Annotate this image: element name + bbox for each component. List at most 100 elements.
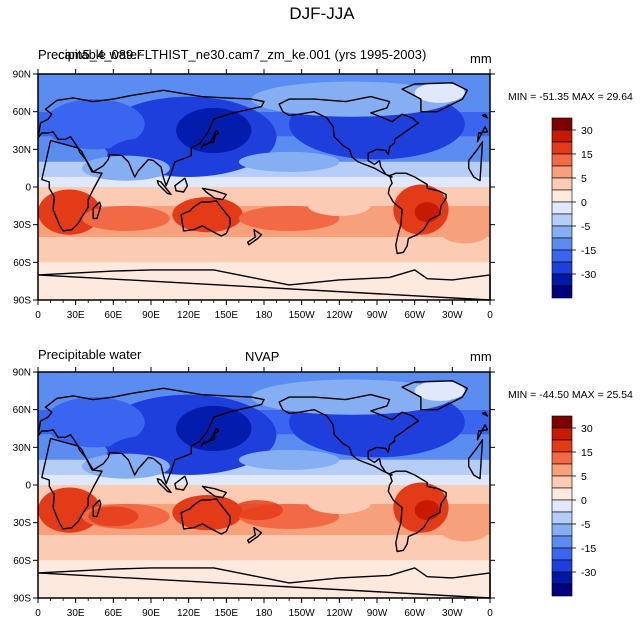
colorbar-label: 30	[581, 423, 593, 435]
lat-tick-label: 0	[25, 481, 31, 492]
colorbar-label: 15	[581, 447, 593, 459]
coastline-madagascar	[92, 201, 102, 220]
coastline-japan	[200, 129, 220, 149]
colorbar-swatch	[551, 463, 573, 477]
lat-tick-label: 30N	[13, 443, 31, 454]
colorbar-swatch	[551, 153, 573, 167]
lat-tick-label: 30S	[13, 220, 31, 231]
lon-tick-label: 90E	[142, 310, 160, 321]
midlat-south-band	[38, 535, 490, 561]
pacific-north-negative	[238, 151, 340, 172]
colorbar-label: -30	[581, 269, 596, 281]
panel1-units-label: mm	[470, 51, 492, 66]
lon-tick-label: 150W	[289, 310, 316, 321]
lat-tick-label: 90S	[13, 296, 31, 307]
coastline-newguinea	[201, 187, 227, 201]
coastline-eurasia	[476, 126, 489, 143]
lat-tick-label: 60N	[13, 107, 31, 118]
lon-tick-label: 150E	[215, 310, 239, 321]
arctic-light-negative	[251, 379, 453, 415]
colorbar-label: 0	[581, 197, 587, 209]
lat-tick-label: 60S	[13, 556, 31, 567]
colorbar-swatch	[551, 571, 573, 585]
colorbar-swatch	[551, 141, 573, 155]
lon-tick-label: 60W	[404, 310, 425, 321]
coastline-namerica	[278, 95, 420, 178]
colorbar-swatch	[551, 249, 573, 263]
panel1-case-label: cam5_4_089.FLTHIST_ne30.cam7_zm_ke.001 (…	[58, 47, 427, 62]
coastline-antarctica	[37, 567, 491, 599]
panel2-variable-label: Precipitable water	[38, 347, 142, 362]
colorbar-swatch	[551, 439, 573, 453]
colorbar-swatch	[551, 273, 573, 287]
colorbar-label: -30	[581, 567, 596, 579]
coastline-africa-2	[468, 141, 484, 182]
coastline-uk-2	[481, 411, 489, 417]
lon-tick-label: 150W	[289, 608, 316, 619]
lon-tick-label: 120E	[177, 608, 201, 619]
colorbar-swatch	[551, 285, 573, 299]
colorbar-label: -5	[581, 519, 590, 531]
arctic-light-negative	[251, 81, 453, 117]
coastline-sumatra	[156, 478, 172, 494]
colorbar-label: -15	[581, 245, 596, 257]
lat-tick-label: 90N	[13, 70, 31, 81]
colorbar-label: 0	[581, 495, 587, 507]
east-pacific-weak-positive	[307, 493, 371, 514]
east-asia-max-negative	[176, 405, 252, 452]
lat-tick-label: 60S	[13, 258, 31, 269]
coastline-japan	[200, 427, 220, 447]
lon-tick-label: 120E	[177, 310, 201, 321]
panel1-axes: 90N 60N 30N 0 30S 60S 90S 0 30E 60E 90E 120E 150E 180…	[13, 69, 495, 321]
colorbar-swatch	[551, 451, 573, 465]
lon-tick-label: 90W	[367, 608, 388, 619]
lat-tick-label: 60N	[13, 405, 31, 416]
indian-ocean-strong-positive	[88, 506, 139, 527]
east-asia-max-negative	[176, 107, 252, 154]
coastline-borneo	[174, 177, 189, 193]
lat-tick-label: 30N	[13, 145, 31, 156]
lat-tick-label: 90N	[13, 368, 31, 379]
lon-tick-label: 120W	[326, 608, 353, 619]
lat-tick-label: 30S	[13, 518, 31, 529]
figure-title: DJF-JJA	[289, 4, 355, 23]
south-atlantic-positive	[439, 516, 490, 542]
lon-tick-label: 30E	[67, 608, 85, 619]
colorbar-swatch	[551, 117, 573, 131]
coastline-antarctica	[37, 269, 491, 301]
equator-band	[38, 176, 490, 187]
coastline-samerica	[387, 172, 447, 255]
lon-tick-label: 90W	[367, 310, 388, 321]
coastline-africa-1	[41, 437, 103, 530]
colorbar-swatch	[551, 559, 573, 573]
lon-tick-label: 60W	[404, 608, 425, 619]
indian-ocean-positive	[81, 205, 170, 231]
colorbar-swatch	[551, 475, 573, 489]
lon-tick-label: 150E	[215, 608, 239, 619]
panel2-units-label: mm	[470, 349, 492, 364]
panel2-minmax-label: MIN = -44.50 MAX = 25.54	[508, 389, 633, 401]
colorbar-swatch	[551, 547, 573, 561]
lat-tick-label: 90S	[13, 594, 31, 605]
pacific-strong-positive	[232, 500, 283, 521]
greenland-weak	[414, 380, 465, 401]
coastline-eurasia-1	[37, 89, 265, 187]
coastline-eurasia-1	[37, 387, 265, 485]
colorbar-swatch	[551, 213, 573, 227]
coastline-africa-2	[468, 439, 484, 480]
colorbar-label: 5	[581, 471, 587, 483]
antarctic-band	[38, 560, 490, 598]
panel1-variable-label: Precipitable water	[38, 47, 142, 62]
south-pacific-positive	[238, 205, 340, 231]
lon-tick-label: 30E	[67, 310, 85, 321]
panel2-axes: 90N 60N 30N 0 30S 60S 90S 0 30E 60E 90E 120E 150E 180…	[13, 367, 495, 619]
colorbar-swatch	[551, 415, 573, 429]
lon-tick-label: 30W	[442, 310, 463, 321]
coastline-africa-1	[41, 139, 103, 232]
colorbar-swatch	[551, 499, 573, 513]
coastline-nz	[247, 229, 263, 246]
pacific-north-negative	[238, 449, 340, 470]
colorbar-swatch	[551, 129, 573, 143]
australia-positive	[172, 495, 243, 531]
lon-tick-label: 180	[256, 608, 273, 619]
